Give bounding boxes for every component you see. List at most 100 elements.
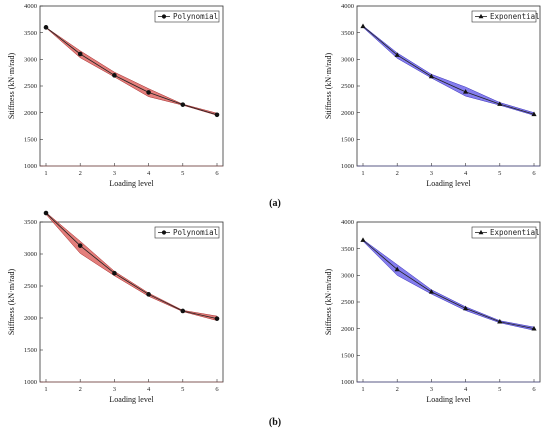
legend-marker bbox=[478, 13, 484, 19]
y-tick-label: 2000 bbox=[341, 110, 354, 117]
y-axis-label: Stiffness (kN·m/rad) bbox=[324, 53, 333, 120]
legend-box bbox=[154, 226, 220, 239]
chart-b-left: 1000 1500 2000 2500 3000 3500 1 2 3 4 5 6 Loading le… bbox=[7, 210, 224, 404]
data-point bbox=[394, 266, 400, 272]
data-point bbox=[112, 270, 117, 276]
x-tick-label: 1 bbox=[44, 386, 47, 393]
x-tick-label: 1 bbox=[44, 170, 47, 177]
x-tick-label: 2 bbox=[79, 170, 82, 177]
confidence-band bbox=[45, 26, 218, 116]
data-point bbox=[180, 308, 186, 314]
x-axis-label: Loading level bbox=[426, 179, 471, 188]
data-point bbox=[214, 316, 220, 321]
legend-box bbox=[471, 226, 537, 239]
x-tick-label: 4 bbox=[464, 386, 468, 393]
x-tick-label: 5 bbox=[498, 386, 501, 393]
data-point bbox=[463, 89, 469, 94]
data-point bbox=[43, 25, 49, 30]
x-tick-label: 6 bbox=[532, 386, 536, 393]
data-point bbox=[180, 102, 186, 107]
data-point bbox=[394, 52, 400, 57]
x-tick-label: 6 bbox=[215, 386, 219, 393]
y-tick-label: 4000 bbox=[341, 3, 354, 10]
x-tick-label: 4 bbox=[147, 386, 151, 393]
chart-a-right: 1000 1500 2000 2500 3000 3500 4000 1 2 3 4 5 6 Loadin… bbox=[324, 3, 541, 188]
x-tick-label: 6 bbox=[215, 170, 219, 177]
legend-box bbox=[471, 10, 537, 23]
legend-label: Polynomial bbox=[173, 228, 218, 237]
y-tick-label: 1000 bbox=[24, 163, 37, 170]
y-tick-label: 2000 bbox=[341, 326, 354, 333]
data-point bbox=[497, 101, 503, 106]
legend-box bbox=[154, 10, 220, 23]
series-line bbox=[45, 212, 218, 320]
x-axis-label: Loading level bbox=[109, 179, 154, 188]
y-tick-label: 1000 bbox=[341, 379, 354, 386]
y-tick-label: 4000 bbox=[341, 219, 354, 226]
y-tick-label: 1500 bbox=[341, 353, 354, 360]
data-point bbox=[497, 318, 503, 324]
data-point bbox=[146, 90, 151, 95]
x-tick-label: 4 bbox=[147, 170, 151, 177]
panel-label-a: (a) bbox=[269, 198, 281, 209]
legend-label: Polynomial bbox=[173, 12, 218, 21]
x-tick-label: 3 bbox=[113, 170, 116, 177]
y-tick-label: 2000 bbox=[24, 110, 37, 117]
y-axis-label: Stiffness (kN·m/rad) bbox=[7, 269, 16, 336]
x-tick-label: 2 bbox=[396, 170, 399, 177]
y-tick-label: 2500 bbox=[341, 299, 354, 306]
x-tick-label: 4 bbox=[464, 170, 468, 177]
series-line bbox=[362, 239, 535, 330]
x-tick-label: 2 bbox=[79, 386, 82, 393]
x-tick-label: 5 bbox=[181, 386, 184, 393]
data-point bbox=[77, 243, 83, 248]
y-tick-label: 2500 bbox=[341, 83, 354, 90]
x-tick-label: 3 bbox=[113, 386, 116, 393]
x-tick-label: 5 bbox=[181, 170, 184, 177]
data-point bbox=[360, 23, 366, 29]
x-tick-label: 2 bbox=[396, 386, 399, 393]
x-tick-label: 3 bbox=[430, 386, 433, 393]
plot-frame bbox=[39, 221, 224, 383]
y-axis-label: Stiffness (kN·m/rad) bbox=[7, 53, 16, 120]
y-tick-label: 2500 bbox=[24, 283, 37, 290]
y-tick-label: 3000 bbox=[341, 57, 354, 64]
y-tick-label: 2000 bbox=[24, 315, 37, 322]
legend-marker bbox=[478, 229, 484, 235]
data-point bbox=[463, 305, 469, 311]
y-tick-label: 3000 bbox=[24, 57, 37, 64]
x-tick-label: 5 bbox=[498, 170, 501, 177]
data-point bbox=[531, 325, 537, 331]
chart-a-left: 1000 1500 2000 2500 3000 3500 4000 1 2 3 4 5 6 Loadin… bbox=[7, 3, 224, 188]
y-tick-label: 1000 bbox=[24, 379, 37, 386]
y-tick-label: 1500 bbox=[24, 137, 37, 144]
y-tick-label: 3500 bbox=[341, 246, 354, 253]
legend-label: Exponential bbox=[490, 228, 540, 237]
y-tick-label: 3500 bbox=[24, 219, 37, 226]
x-tick-label: 1 bbox=[361, 386, 364, 393]
x-tick-label: 6 bbox=[532, 170, 536, 177]
series-line bbox=[45, 27, 218, 116]
confidence-band bbox=[362, 239, 535, 331]
x-axis-label: Loading level bbox=[109, 395, 154, 404]
data-point bbox=[531, 111, 537, 117]
data-point bbox=[428, 73, 434, 79]
y-tick-label: 3500 bbox=[24, 30, 37, 37]
data-point bbox=[112, 73, 117, 78]
y-tick-label: 1500 bbox=[24, 347, 37, 354]
confidence-band bbox=[362, 25, 535, 116]
data-point bbox=[428, 289, 434, 294]
y-tick-label: 1500 bbox=[341, 137, 354, 144]
y-tick-label: 3500 bbox=[341, 30, 354, 37]
legend-marker bbox=[161, 14, 167, 19]
y-tick-label: 3000 bbox=[24, 251, 37, 258]
x-tick-label: 1 bbox=[361, 170, 364, 177]
y-tick-label: 4000 bbox=[24, 3, 37, 10]
data-point bbox=[77, 51, 83, 57]
series-line bbox=[362, 25, 535, 115]
y-axis-label: Stiffness (kN·m/rad) bbox=[324, 269, 333, 336]
data-point bbox=[43, 210, 49, 216]
data-point bbox=[146, 292, 151, 297]
x-tick-label: 3 bbox=[430, 170, 433, 177]
